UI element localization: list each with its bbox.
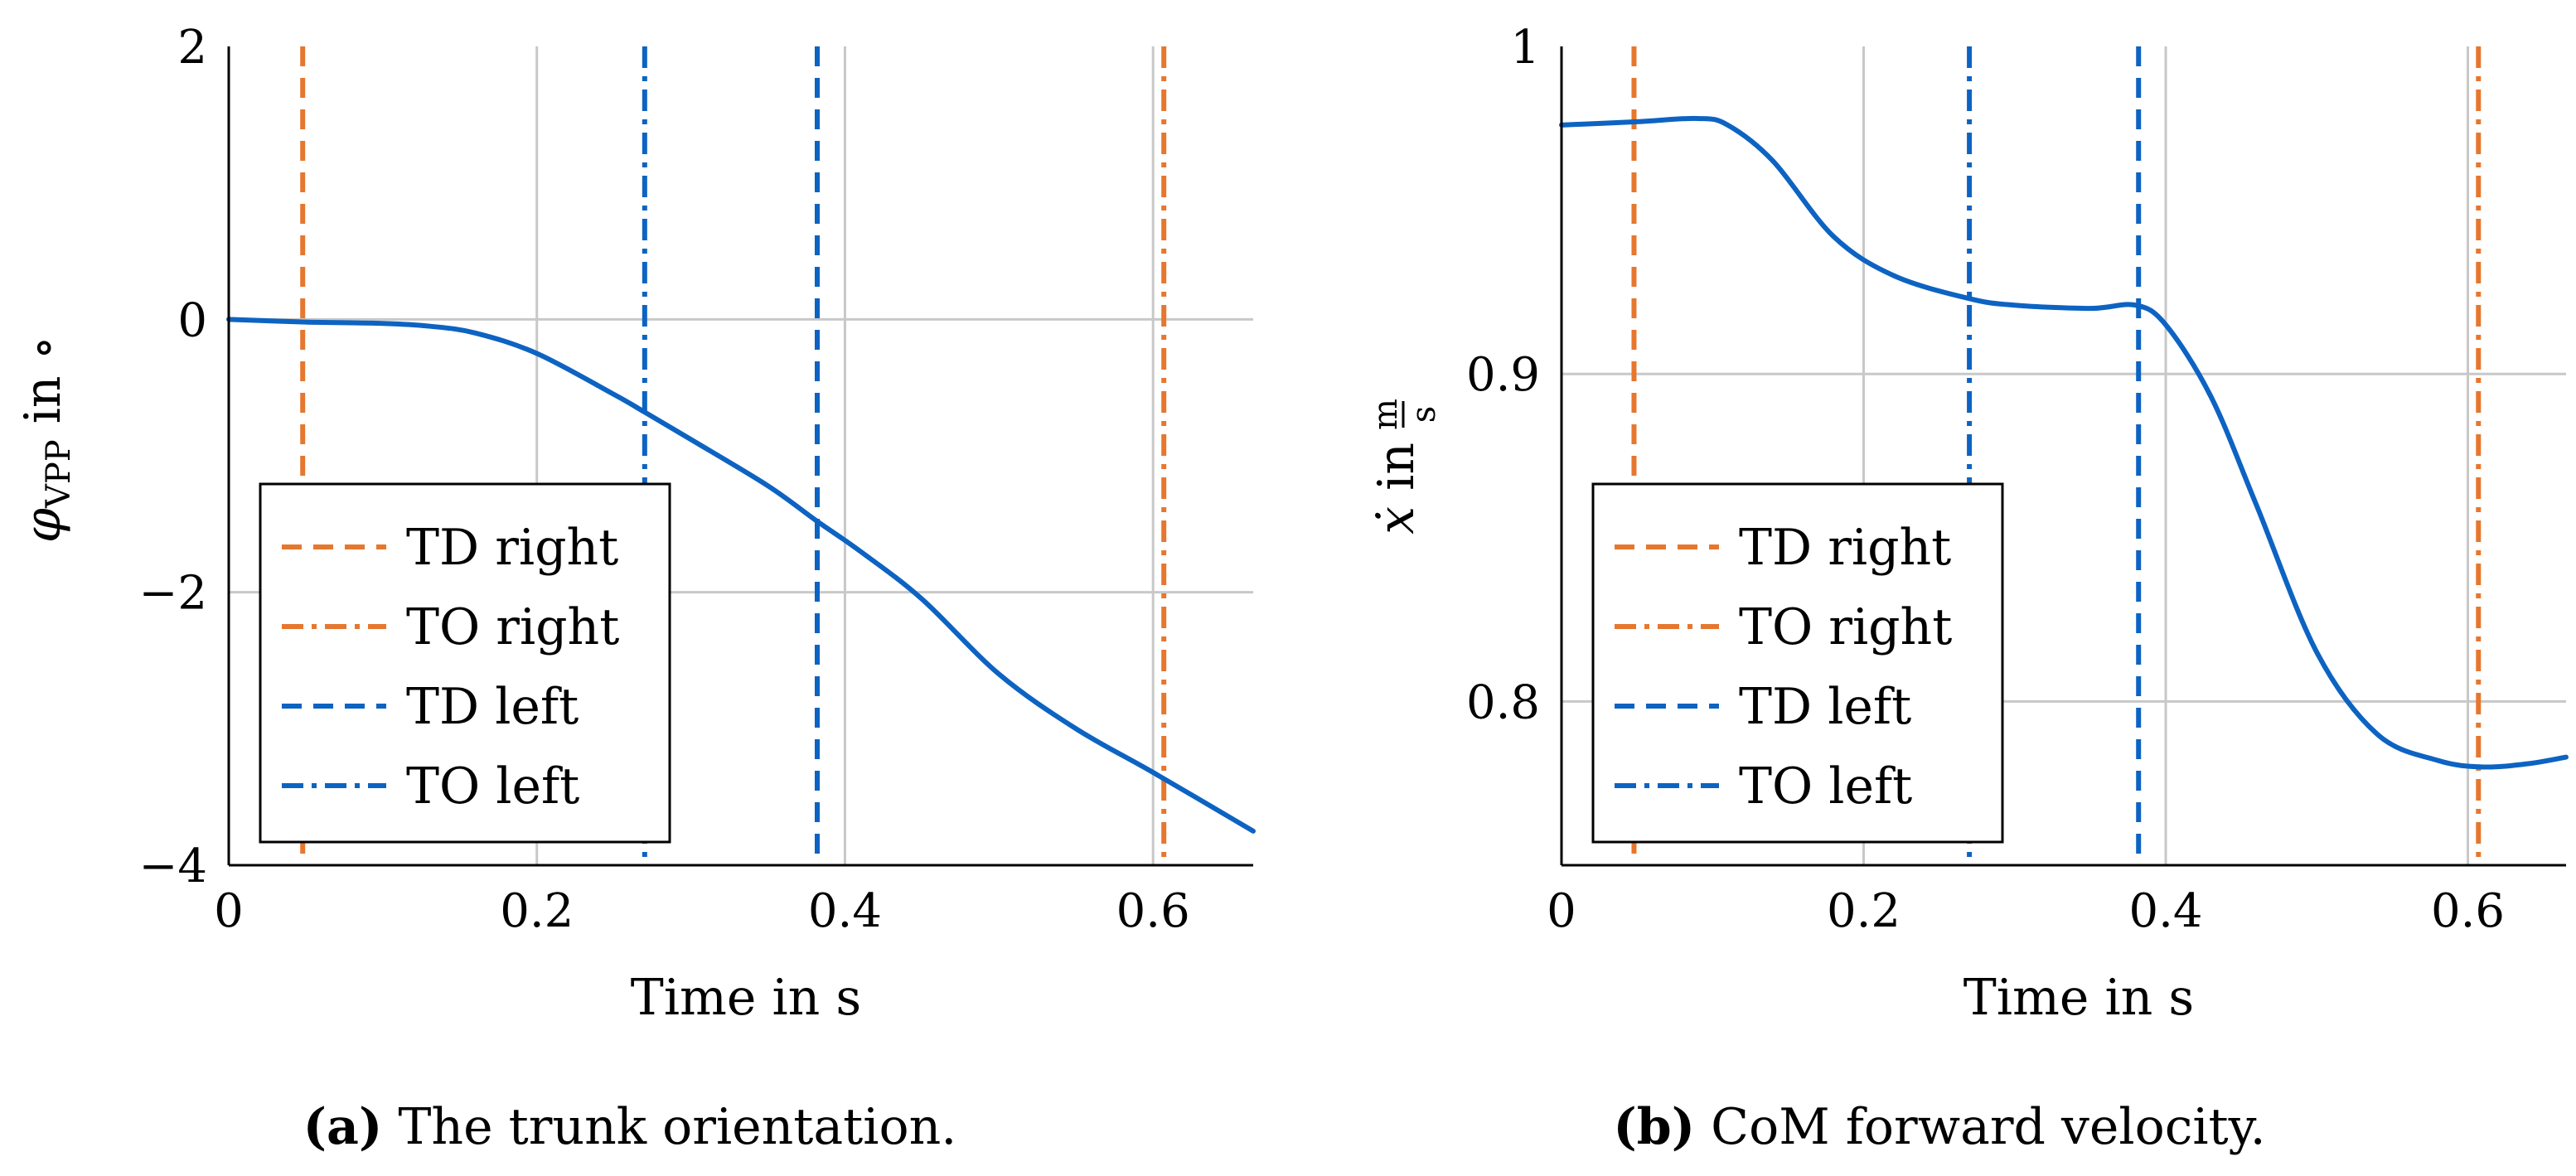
panel-b-legend-label: TD right [1739, 519, 1951, 577]
panel-a-legend-label: TO left [406, 757, 579, 815]
panel-a-y-tick-label: 0 [177, 293, 207, 347]
panel-b-legend-label: TO right [1739, 598, 1952, 656]
panel-b-axes-frame [1560, 46, 2566, 867]
panel-b-x-tick-label: 0.4 [2128, 884, 2202, 938]
panel-b-caption: (b) CoM forward velocity. [1613, 1098, 2265, 1156]
panel-b-x-tick-label: 0 [1547, 884, 1576, 938]
panel-b-legend-label: TD left [1739, 678, 1911, 736]
panel-b-y-tick-label: 1 [1510, 21, 1540, 75]
panel-b-x-label: Time in s [1963, 969, 2194, 1027]
panel-b-y-tick-label: 0.9 [1466, 348, 1540, 402]
panel-b-x-tick-label: 0.6 [2431, 884, 2505, 938]
panel-b-y-label: ẋ in m s [1367, 399, 1443, 535]
panel-a-data-line-0 [226, 317, 1256, 834]
panel-b-y-tick-label: 0.8 [1466, 675, 1540, 729]
panel-b: 0 0.2 0.4 0.6 0.8 0.9 1 Time in s ẋ in m s TD … [1367, 21, 2569, 1156]
panel-a-y-tick-label: −4 [138, 840, 207, 893]
svg-text:s: s [1405, 406, 1443, 423]
panel-b-legend-box [1591, 482, 2004, 844]
panel-b-legend: TD right TO right TD left TO left [1591, 482, 2004, 844]
panel-b-event-lines [1631, 46, 2482, 865]
panel-a-x-tick-label: 0.6 [1116, 884, 1190, 938]
panel-a-x-label: Time in s [631, 969, 861, 1027]
panel-b-tick-labels: 0 0.2 0.4 0.6 0.8 0.9 1 [1466, 21, 2505, 938]
panel-a-caption: (a) The trunk orientation. [303, 1098, 957, 1156]
panel-a-x-tick-label: 0.4 [808, 884, 882, 938]
panel-a-x-tick-label: 0.2 [500, 884, 574, 938]
panel-b-x-tick-label: 0.2 [1827, 884, 1901, 938]
panel-a-legend-label: TD left [406, 678, 579, 736]
panel-a-series [226, 317, 1256, 834]
panel-b-legend-label: TO left [1739, 757, 1912, 815]
panel-a: 0 0.2 0.4 0.6 −4 −2 0 2 Time in s φVPP in ∘ TD … [14, 21, 1256, 1156]
panel-a-y-tick-label: 2 [177, 21, 207, 75]
svg-text:m: m [1367, 399, 1405, 430]
panel-a-y-tick-label: −2 [138, 567, 207, 621]
panel-a-legend: TD right TO right TD left TO left [259, 482, 671, 844]
panel-b-series [1559, 115, 2569, 770]
svg-text:ẋ in: ẋ in [1368, 443, 1426, 535]
panel-a-axes-frame [227, 46, 1253, 867]
panel-a-tick-labels: 0 0.2 0.4 0.6 −4 −2 0 2 [138, 21, 1189, 938]
panel-a-legend-box [259, 482, 671, 844]
panel-b-data-line-0 [1559, 115, 2569, 770]
panel-a-event-lines [300, 46, 1167, 865]
panel-a-legend-label: TO right [406, 598, 619, 656]
panel-a-y-label: φVPP in ∘ [14, 336, 78, 543]
panel-a-x-tick-label: 0 [214, 884, 244, 938]
panel-a-legend-label: TD right [406, 519, 618, 577]
